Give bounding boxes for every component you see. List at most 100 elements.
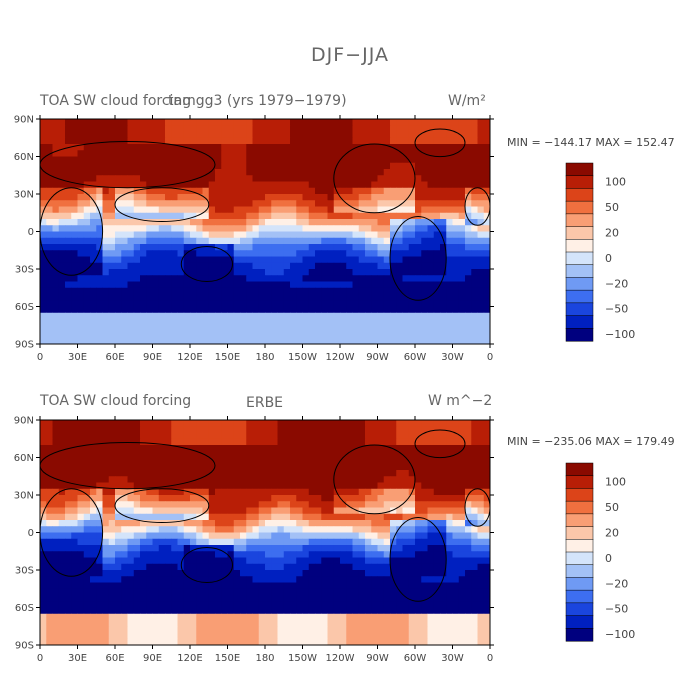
field-cell — [327, 563, 335, 571]
field-cell — [315, 269, 322, 276]
field-cell — [90, 582, 97, 590]
field-cell — [452, 262, 460, 270]
field-cell — [127, 319, 135, 326]
field-cell — [477, 607, 485, 615]
field-cell — [421, 212, 428, 220]
field-cell — [390, 582, 397, 590]
field-cell — [152, 306, 160, 314]
field-cell — [71, 476, 78, 483]
field-cell — [146, 337, 153, 345]
field-cell — [171, 287, 178, 295]
field-cell — [65, 169, 72, 176]
field-cell — [333, 281, 341, 289]
field-cell — [471, 476, 478, 483]
field-cell — [396, 438, 403, 446]
field-cell — [246, 520, 253, 527]
field-cell — [146, 156, 153, 164]
field-cell — [477, 125, 485, 132]
field-cell — [71, 451, 78, 458]
field-cell — [346, 306, 353, 314]
field-cell — [383, 281, 391, 289]
field-cell — [40, 306, 47, 314]
field-cell — [246, 488, 253, 496]
field-cell — [52, 331, 60, 339]
field-cell — [152, 281, 160, 289]
field-cell — [465, 470, 472, 477]
field-cell — [171, 150, 178, 157]
field-cell — [221, 420, 228, 427]
field-cell — [421, 187, 428, 195]
field-cell — [215, 156, 222, 164]
field-cell — [390, 507, 397, 515]
field-cell — [265, 125, 272, 132]
field-cell — [283, 269, 291, 276]
field-cell — [221, 262, 228, 270]
field-cell — [371, 119, 378, 126]
field-cell — [427, 250, 435, 257]
field-cell — [196, 538, 203, 546]
field-cell — [127, 119, 135, 126]
field-cell — [327, 595, 335, 602]
field-cell — [271, 420, 278, 427]
field-cell — [233, 125, 241, 132]
field-cell — [215, 482, 222, 490]
field-cell — [183, 545, 191, 552]
field-cell — [333, 331, 341, 339]
field-cell — [452, 457, 460, 465]
field-cell — [390, 169, 397, 176]
field-cell — [71, 319, 78, 326]
field-cell — [377, 294, 385, 301]
field-cell — [365, 563, 372, 571]
field-cell — [127, 156, 135, 164]
field-cell — [258, 520, 266, 527]
field-cell — [140, 538, 147, 546]
field-cell — [371, 137, 378, 145]
field-cell — [158, 144, 166, 151]
field-cell — [433, 212, 441, 220]
field-cell — [290, 457, 297, 465]
field-cell — [327, 526, 335, 533]
field-cell — [352, 582, 360, 590]
field-cell — [390, 212, 397, 220]
field-cell — [283, 576, 291, 583]
field-cell — [296, 187, 303, 195]
field-cell — [96, 225, 103, 232]
field-cell — [277, 181, 285, 189]
field-cell — [446, 200, 453, 207]
field-cell — [483, 300, 491, 307]
field-cell — [321, 194, 328, 201]
field-cell — [483, 169, 491, 176]
field-cell — [377, 451, 385, 458]
field-cell — [77, 225, 85, 232]
field-cell — [190, 187, 197, 195]
field-cell — [202, 325, 210, 332]
field-cell — [458, 287, 466, 295]
field-cell — [183, 601, 191, 608]
field-cell — [452, 526, 460, 533]
field-cell — [458, 306, 466, 314]
field-cell — [133, 194, 141, 201]
field-cell — [327, 501, 335, 508]
field-cell — [383, 131, 391, 139]
field-cell — [46, 156, 53, 164]
field-cell — [427, 219, 435, 226]
field-cell — [327, 520, 335, 527]
field-cell — [96, 162, 103, 170]
field-cell — [383, 545, 391, 552]
field-cell — [146, 244, 153, 251]
field-cell — [96, 420, 103, 427]
field-cell — [40, 275, 47, 282]
x-tick-label: 90W — [366, 352, 389, 363]
field-cell — [440, 200, 447, 207]
field-cell — [183, 219, 191, 226]
main-title: DJF−JJA — [311, 44, 389, 66]
field-cell — [465, 463, 472, 471]
field-cell — [408, 337, 416, 345]
field-cell — [252, 507, 260, 515]
field-cell — [296, 300, 303, 307]
field-cell — [58, 601, 66, 608]
field-cell — [302, 337, 310, 345]
field-cell — [452, 212, 460, 220]
field-cell — [165, 187, 172, 195]
